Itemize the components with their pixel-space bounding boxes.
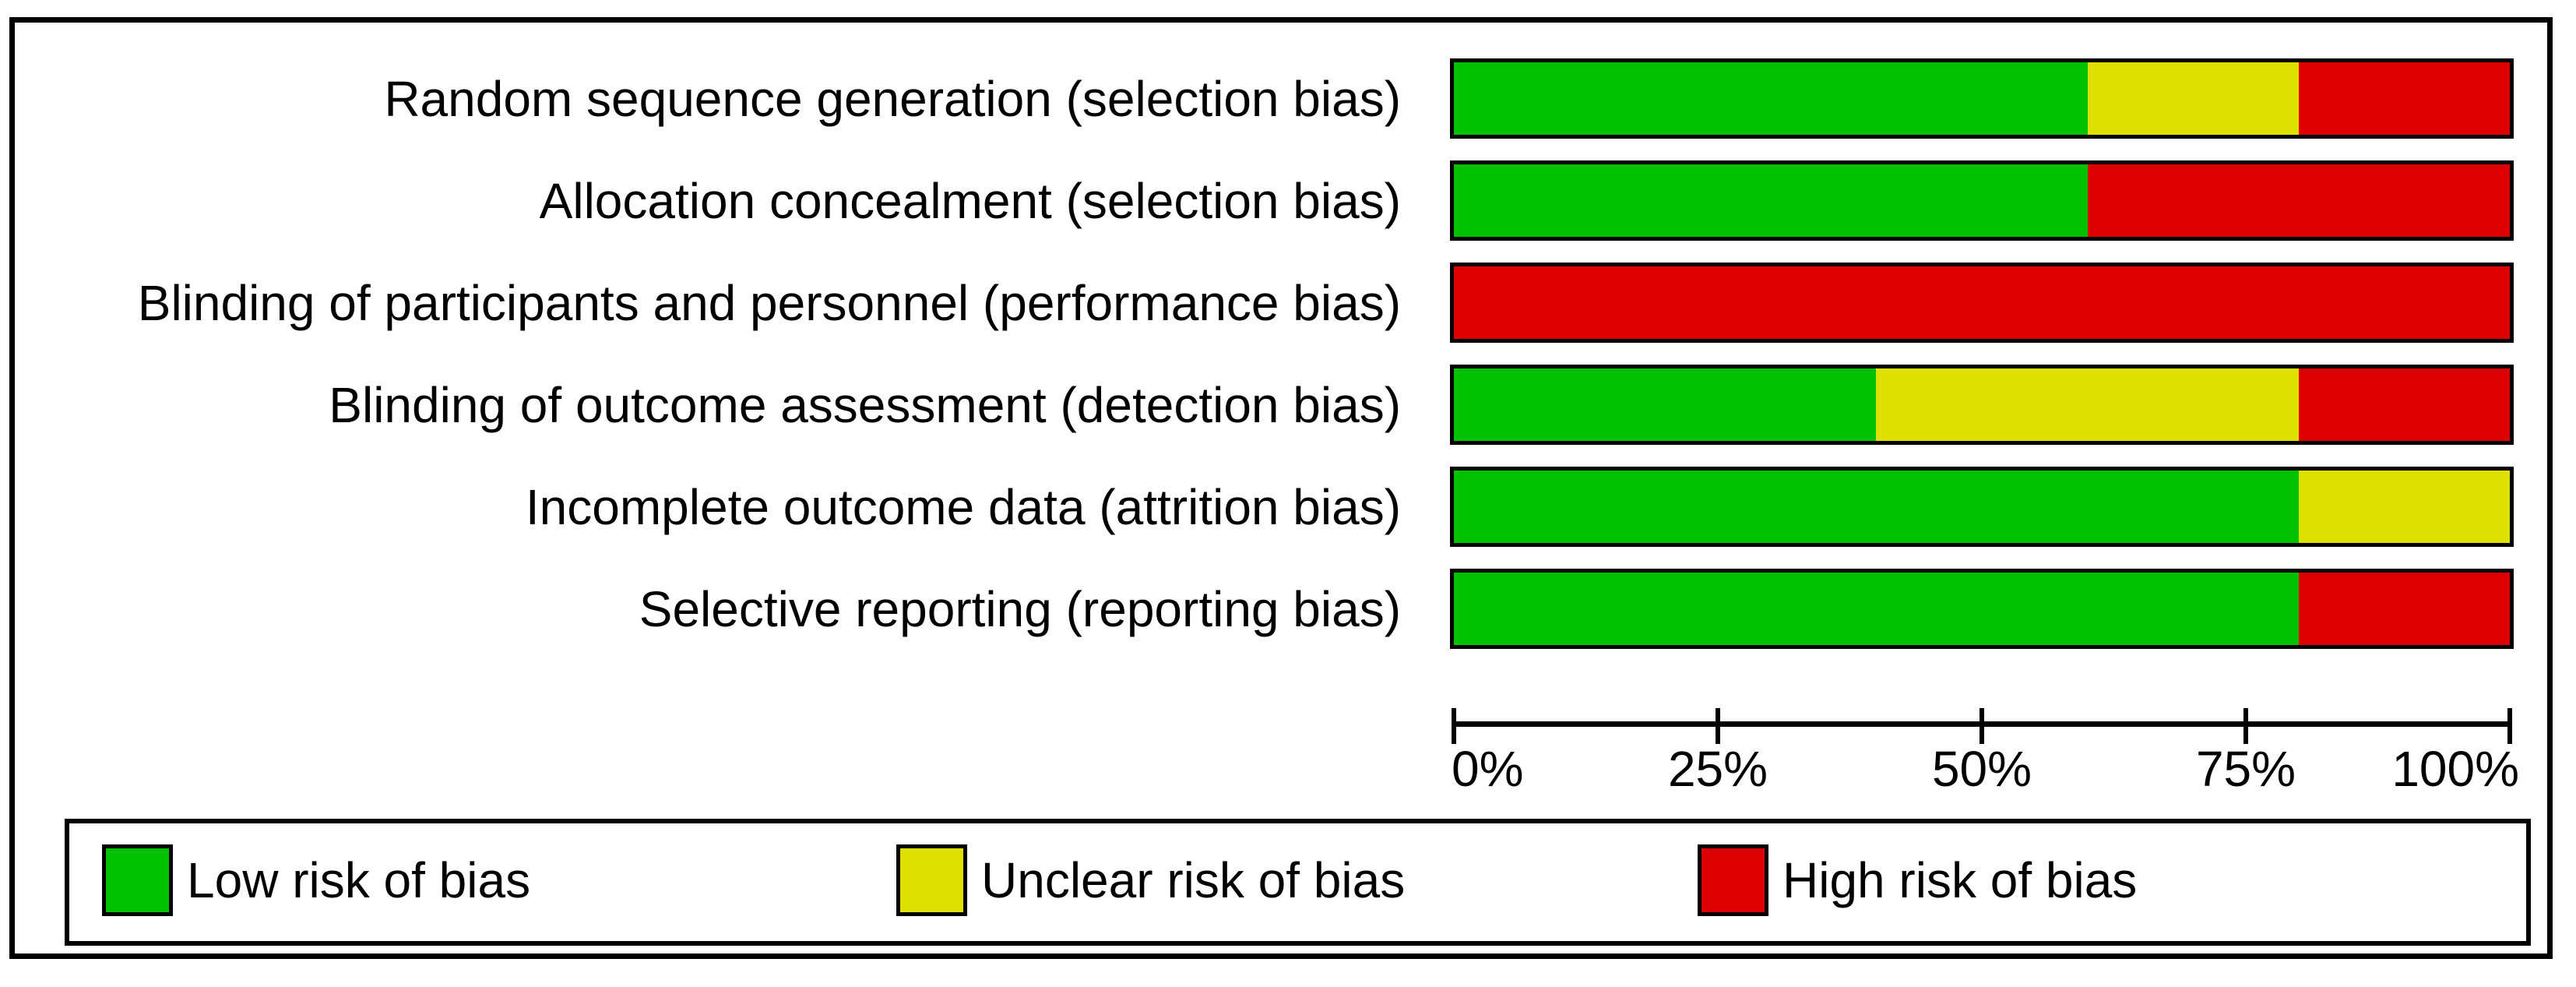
x-axis-tick-label: 0% xyxy=(1452,741,1524,797)
bar-segment-high xyxy=(2087,164,2510,237)
x-axis-tick xyxy=(2243,708,2248,744)
stacked-bar xyxy=(1450,263,2514,343)
bar-segment-unclear xyxy=(2298,471,2510,543)
legend: Low risk of bias Unclear risk of bias High… xyxy=(65,819,2531,946)
bar-segment-low xyxy=(1454,368,1877,441)
category-label: Random sequence generation (selection bi… xyxy=(384,70,1401,127)
legend-swatch-low xyxy=(102,844,173,916)
legend-item: Unclear risk of bias xyxy=(896,844,1405,916)
x-axis-tick xyxy=(2507,708,2512,744)
x-axis-tick xyxy=(1716,708,1720,744)
bar-segment-low xyxy=(1454,164,2088,237)
bar-segment-low xyxy=(1454,471,2299,543)
x-axis-tick-label: 75% xyxy=(2195,741,2296,797)
legend-swatch-high xyxy=(1698,844,1768,916)
x-axis-tick xyxy=(1980,708,1984,744)
x-axis-tick xyxy=(1452,708,1456,744)
x-axis-tick-label: 50% xyxy=(1931,741,2032,797)
bar-segment-unclear xyxy=(1876,368,2299,441)
bar-segment-low xyxy=(1454,62,2088,135)
category-label: Incomplete outcome data (attrition bias) xyxy=(525,478,1401,535)
category-label: Selective reporting (reporting bias) xyxy=(639,580,1401,637)
figure-border: Random sequence generation (selection bi… xyxy=(9,17,2553,959)
bar-segment-unclear xyxy=(2087,62,2299,135)
legend-item-label: Low risk of bias xyxy=(187,852,531,908)
legend-swatch-unclear xyxy=(896,844,967,916)
stacked-bar xyxy=(1450,365,2514,445)
bar-segment-low xyxy=(1454,573,2299,645)
x-axis-tick-label: 25% xyxy=(1667,741,1768,797)
category-label: Allocation concealment (selection bias) xyxy=(539,172,1401,229)
legend-item: Low risk of bias xyxy=(102,844,530,916)
legend-item-label: High risk of bias xyxy=(1782,852,2138,908)
category-label: Blinding of participants and personnel (… xyxy=(137,274,1401,331)
legend-item: High risk of bias xyxy=(1698,844,2137,916)
stacked-bar xyxy=(1450,467,2514,547)
category-label: Blinding of outcome assessment (detectio… xyxy=(329,376,1401,433)
x-axis-tick-label: 100% xyxy=(2391,741,2519,797)
legend-item-label: Unclear risk of bias xyxy=(981,852,1406,908)
stacked-bar xyxy=(1450,58,2514,139)
stacked-bar xyxy=(1450,160,2514,241)
bar-segment-high xyxy=(1454,266,2510,339)
bar-segment-high xyxy=(2298,573,2510,645)
stacked-bar xyxy=(1450,569,2514,649)
bar-segment-high xyxy=(2298,368,2510,441)
bar-segment-high xyxy=(2298,62,2510,135)
